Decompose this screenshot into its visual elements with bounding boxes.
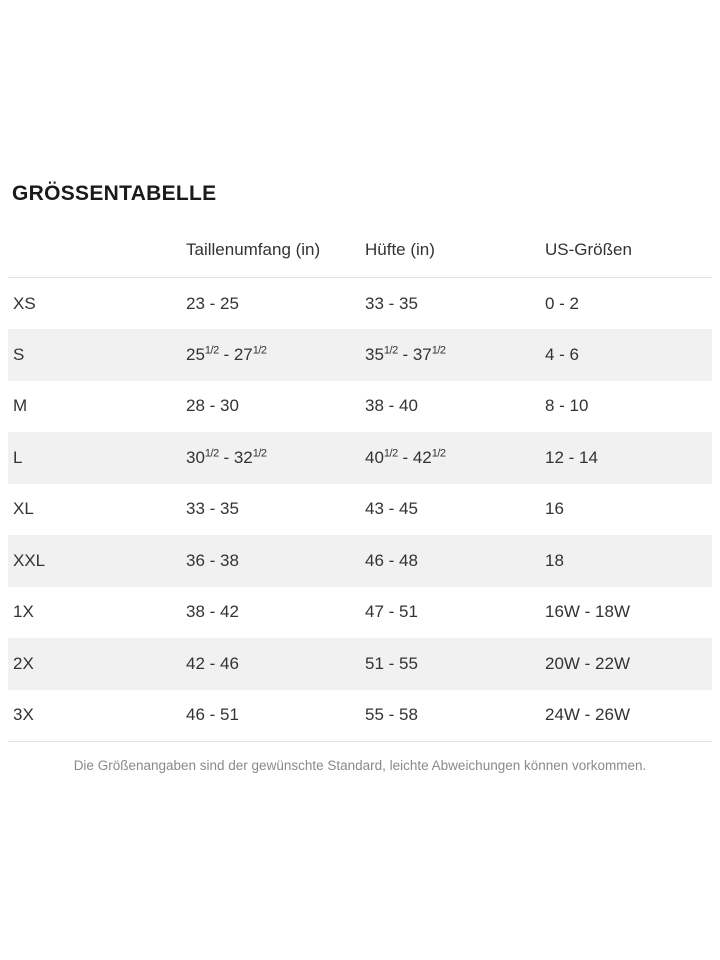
hip-value-cell: 33 - 35	[365, 293, 418, 313]
disclaimer-note: Die Größenangaben sind der gewünschte St…	[73, 757, 647, 773]
waist-value-cell: 42 - 46	[186, 653, 239, 673]
us-size-value-cell: 24W - 26W	[540, 689, 712, 742]
waist-value-cell: 301/2 - 321/2	[186, 447, 267, 467]
us-size-value-cell: 8 - 10	[545, 396, 589, 416]
table-row: S 251/2 - 271/2 351/2 - 371/2 4 - 6	[8, 329, 712, 381]
hip-value-cell: 351/2 - 371/2	[365, 344, 446, 364]
us-size-value-cell: 12 - 14	[545, 447, 598, 467]
size-table-body: XS 23 - 25 33 - 35 0 - 2 S 251/2 - 271/2…	[8, 278, 712, 742]
table-row: 2X 42 - 46 51 - 55 20W - 22W	[8, 638, 712, 690]
size-label-cell: XS	[13, 293, 36, 313]
hip-value-cell: 38 - 40	[365, 396, 418, 416]
size-label-cell: M	[13, 396, 28, 416]
us-size-value-cell: 0 - 2	[545, 293, 580, 313]
us-size-value-cell: 18	[545, 550, 564, 570]
hip-value-cell: 401/2 - 421/2	[365, 447, 446, 467]
size-table-header-row: Taillenumfang (in) Hüfte (in) US-Größen	[8, 218, 712, 278]
waist-value-cell: 33 - 35	[186, 499, 239, 519]
size-table: Taillenumfang (in) Hüfte (in) US-Größen …	[8, 218, 712, 742]
header-size-column	[8, 218, 181, 278]
table-row: XXL 36 - 38 46 - 48 18	[8, 535, 712, 587]
size-chart-page: GRÖSSENTABELLE Taillenumfang (in) Hüfte …	[8, 182, 712, 773]
us-size-value-cell: 4 - 6	[545, 344, 580, 364]
hip-value-cell: 43 - 45	[365, 499, 418, 519]
table-row: 3X 46 - 51 55 - 58 24W - 26W	[8, 689, 712, 742]
us-size-value-cell: 20W - 22W	[545, 653, 631, 673]
size-label-cell: S	[13, 344, 25, 364]
size-label-cell: 1X	[13, 602, 34, 622]
header-us-sizes-column: US-Größen	[540, 218, 712, 278]
waist-value-cell: 28 - 30	[186, 396, 239, 416]
size-label-cell: XL	[13, 499, 34, 519]
us-size-value-cell: 16W - 18W	[545, 602, 631, 622]
table-row: XL 33 - 35 43 - 45 16	[8, 484, 712, 536]
waist-value-cell: 23 - 25	[186, 293, 239, 313]
header-hip-column: Hüfte (in)	[360, 218, 540, 278]
hip-value-cell: 47 - 51	[365, 602, 418, 622]
waist-value-cell: 38 - 42	[186, 602, 239, 622]
table-row: 1X 38 - 42 47 - 51 16W - 18W	[8, 587, 712, 639]
size-label-cell: XXL	[13, 550, 46, 570]
waist-value-cell: 46 - 51	[181, 689, 360, 742]
size-label-cell: L	[13, 447, 23, 467]
waist-value-cell: 251/2 - 271/2	[186, 344, 267, 364]
size-label-cell: 3X	[8, 689, 181, 742]
hip-value-cell: 51 - 55	[365, 653, 418, 673]
header-waist-column: Taillenumfang (in)	[181, 218, 360, 278]
table-row: XS 23 - 25 33 - 35 0 - 2	[8, 278, 712, 330]
table-row: M 28 - 30 38 - 40 8 - 10	[8, 381, 712, 433]
us-size-value-cell: 16	[545, 499, 564, 519]
size-label-cell: 2X	[13, 653, 34, 673]
size-chart-title: GRÖSSENTABELLE	[12, 182, 217, 205]
hip-value-cell: 46 - 48	[365, 550, 418, 570]
table-row: L 301/2 - 321/2 401/2 - 421/2 12 - 14	[8, 432, 712, 484]
hip-value-cell: 55 - 58	[360, 689, 540, 742]
waist-value-cell: 36 - 38	[186, 550, 239, 570]
